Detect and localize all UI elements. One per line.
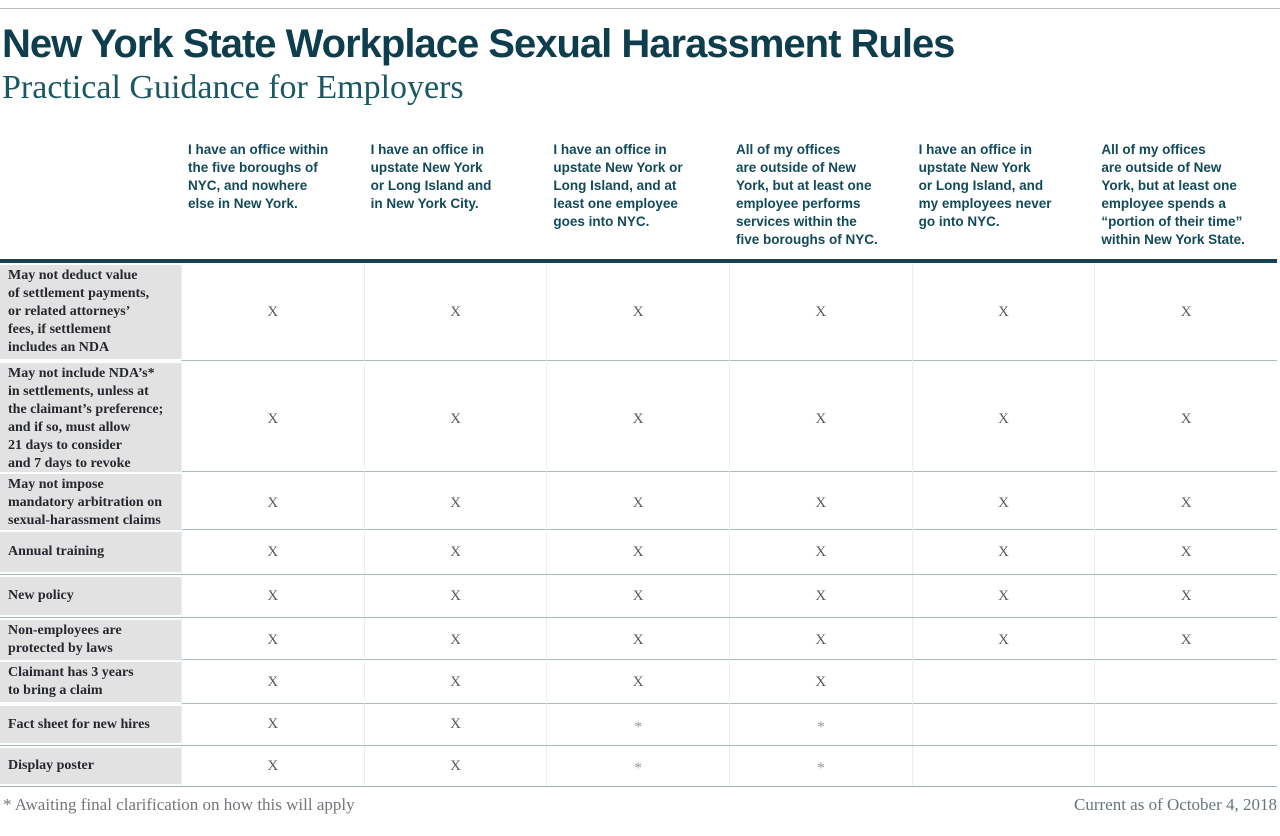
applies-mark-cell: X [546,618,729,662]
applies-mark-cell: X [1094,575,1277,617]
scenario-column-header: All of my offices are outside of New Yor… [736,142,878,247]
table-row: Annual training X X X X X X [0,529,1277,574]
applies-mark-cell: X [363,575,547,617]
rule-label: Display poster [0,746,181,786]
pending-mark-cell: * [546,704,729,745]
rule-label: May not include NDA’s* in settlements, u… [0,361,181,477]
applies-mark-cell: X [181,361,364,477]
applies-mark-cell: X [911,263,1095,361]
applies-mark-cell: X [363,263,547,361]
corner-spacer [0,137,181,259]
applies-mark-cell: X [181,618,364,662]
scenario-column-header: I have an office in upstate New York or … [918,142,1052,229]
empty-cell [911,746,1095,786]
asterisk-mark: * [816,718,825,736]
current-as-of-text: Current as of October 4, 2018 [1073,795,1277,814]
footnote-text: * Awaiting final clarification on how th… [3,795,355,814]
applies-mark-cell: X [729,472,912,534]
asterisk-mark: * [634,760,643,777]
applies-mark-cell: X [181,575,364,617]
scenario-column-header: All of my offices are outside of New Yor… [1101,142,1245,247]
table-row: Non-employees are protected by laws X X X X X… [0,617,1277,662]
asterisk-mark: * [634,718,643,736]
column-header-row: I have an office within the five borough… [0,137,1277,259]
applies-mark-cell: X [546,472,729,534]
applies-mark-cell: X [729,575,912,617]
applies-mark-cell: X [546,660,729,704]
applies-mark-cell: X [1094,618,1277,662]
empty-cell [911,704,1095,745]
table-row: Claimant has 3 years to bring a claim X X X… [0,659,1277,704]
table-row: May not deduct value of settlement payme… [0,263,1277,361]
applies-mark-cell: X [911,530,1095,574]
applies-mark-cell: X [729,361,912,477]
table-body: May not deduct value of settlement payme… [0,263,1277,787]
scenario-column-header: I have an office within the five borough… [188,142,329,211]
scenario-column-header: I have an office in upstate New York or … [370,142,492,211]
applies-mark-cell: X [911,361,1095,477]
applies-mark-cell: X [546,530,729,574]
header-divider-rule [0,259,1277,263]
applies-mark-cell: X [546,575,729,617]
applies-mark-cell: X [363,361,547,477]
applies-mark-cell: X [729,263,912,361]
page-subtitle: Practical Guidance for Employers [2,69,464,106]
rules-table: I have an office within the five borough… [0,137,1277,787]
table-row: New policy X X X X X X [0,574,1277,617]
pending-mark-cell: * [729,746,912,786]
applies-mark-cell: X [181,472,364,534]
applies-mark-cell: X [181,704,364,745]
empty-cell [911,660,1095,704]
top-divider [0,8,1280,9]
rule-label: May not impose mandatory arbitration on … [0,472,181,534]
page-title: New York State Workplace Sexual Harassme… [2,22,955,66]
applies-mark-cell: X [911,618,1095,662]
table-row: May not impose mandatory arbitration on … [0,471,1277,534]
pending-mark-cell: * [546,746,729,786]
applies-mark-cell: X [911,575,1095,617]
applies-mark-cell: X [363,746,547,786]
applies-mark-cell: X [546,263,729,361]
rule-label: Non-employees are protected by laws [0,618,181,662]
applies-mark-cell: X [1094,530,1277,574]
applies-mark-cell: X [181,530,364,574]
rule-label: Claimant has 3 years to bring a claim [0,660,181,704]
rule-label: New policy [0,575,181,617]
applies-mark-cell: X [363,660,547,704]
rule-label: Fact sheet for new hires [0,704,181,745]
applies-mark-cell: X [546,361,729,477]
footer: * Awaiting final clarification on how th… [0,787,1280,815]
pending-mark-cell: * [729,704,912,745]
applies-mark-cell: X [181,660,364,704]
applies-mark-cell: X [1094,361,1277,477]
applies-mark-cell: X [181,746,364,786]
applies-mark-cell: X [911,472,1095,534]
applies-mark-cell: X [363,618,547,662]
applies-mark-cell: X [363,472,547,534]
applies-mark-cell: X [1094,472,1277,534]
table-row: May not include NDA’s* in settlements, u… [0,360,1277,477]
applies-mark-cell: X [363,530,547,574]
empty-cell [1094,746,1277,786]
table-row: Fact sheet for new hires X X * * [0,703,1277,745]
scenario-column-header: I have an office in upstate New York or … [553,142,683,229]
applies-mark-cell: X [729,660,912,704]
applies-mark-cell: X [729,618,912,662]
table-row: Display poster X X * * [0,745,1277,786]
applies-mark-cell: X [1094,263,1277,361]
empty-cell [1094,704,1277,745]
empty-cell [1094,660,1277,704]
applies-mark-cell: X [729,530,912,574]
asterisk-mark: * [816,760,825,777]
rule-label: Annual training [0,530,181,574]
applies-mark-cell: X [363,704,547,745]
applies-mark-cell: X [181,263,364,361]
rule-label: May not deduct value of settlement payme… [0,263,181,361]
